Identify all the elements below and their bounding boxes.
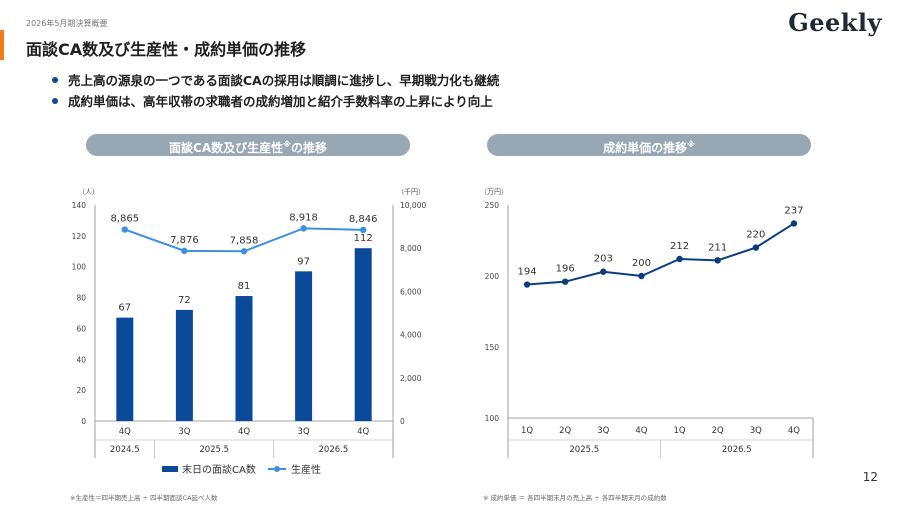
x-category-label: 4Q [119, 427, 131, 437]
x-category-label: 3Q [298, 427, 310, 437]
y-tick-label: 200 [485, 272, 500, 281]
bar-value-label: 72 [178, 295, 191, 306]
left-y-tick-label: 80 [76, 294, 86, 303]
legend-line-marker [274, 466, 280, 472]
ca-count-bar [295, 271, 313, 421]
left-y-tick-label: 40 [76, 355, 86, 364]
bar-value-label: 97 [297, 256, 310, 267]
left-y-tick-label: 0 [81, 417, 86, 426]
line-value-label: 7,876 [170, 235, 199, 246]
page-title: 面談CA数及び生産性・成約単価の推移 [26, 40, 307, 59]
right-y-tick-label: 8,000 [400, 244, 422, 253]
left-y-tick-label: 100 [72, 263, 87, 272]
line-value-label: 8,846 [349, 214, 378, 225]
x-category-label: 1Q [674, 426, 686, 436]
bar-value-label: 67 [118, 303, 131, 314]
right-y-tick-label: 0 [400, 417, 405, 426]
right-chart-title: 成約単価の推移 [603, 141, 688, 155]
right-y-tick-label: 10,000 [400, 201, 426, 210]
right-chart-title-mark: ※ [687, 140, 695, 149]
unit-price-point [638, 272, 645, 280]
productivity-point [121, 226, 128, 233]
left-chart-title: 面談CA数及び生産性 [169, 141, 284, 155]
bar-value-label: 81 [238, 281, 251, 292]
year-group-label: 2025.5 [199, 445, 229, 455]
y-axis-unit: （万円） [480, 188, 508, 196]
line-value-label: 7,858 [230, 235, 259, 246]
unit-price-point [523, 281, 531, 288]
left-footnote: ※生産性＝四半期売上高 ÷ 四半期面談CA延べ人数 [70, 494, 218, 502]
unit-price-value-label: 200 [632, 258, 651, 269]
period-label: 2026年5月期決算概要 [26, 19, 108, 28]
page-number: 12 [862, 470, 878, 484]
unit-price-value-label: 237 [784, 205, 803, 216]
productivity-point [300, 225, 307, 232]
x-category-label: 2Q [712, 426, 724, 436]
x-category-label: 4Q [238, 427, 250, 437]
x-category-label: 1Q [521, 426, 533, 436]
unit-price-value-label: 196 [556, 264, 575, 275]
x-category-label: 4Q [788, 426, 800, 436]
year-group-label: 2026.5 [722, 445, 752, 455]
y-tick-label: 150 [485, 343, 500, 352]
left-axis-unit: （人） [78, 188, 99, 196]
line-value-label: 8,865 [110, 214, 139, 225]
left-y-tick-label: 60 [76, 324, 86, 333]
summary-bullets: 売上高の源泉の一つである面談CAの採用は順調に進捗し、早期戦力化も継続 成約単価… [52, 70, 499, 112]
unit-price-point [561, 278, 569, 285]
left-chart-title-pill: 面談CA数及び生産性※の推移 [86, 134, 410, 156]
unit-price-value-label: 220 [746, 230, 765, 241]
left-chart-title-suffix: の推移 [290, 141, 327, 155]
right-y-tick-label: 6,000 [400, 287, 422, 296]
unit-price-value-label: 203 [594, 254, 613, 265]
productivity-point [181, 247, 188, 255]
left-y-tick-label: 140 [72, 201, 87, 210]
unit-price-point [790, 220, 798, 227]
unit-price-point [676, 255, 683, 263]
legend-line-label: 生産性 [291, 463, 321, 476]
unit-price-value-label: 194 [518, 267, 537, 278]
right-footnote: ※ 成約単価 ＝ 各四半期末月の売上高 ÷ 各四半期末月の成約数 [483, 494, 667, 502]
ca-count-bar [354, 248, 372, 421]
ca-count-bar [175, 309, 193, 421]
productivity-point [240, 248, 248, 255]
right-chart-title-pill: 成約単価の推移※ [487, 134, 811, 156]
x-category-label: 4Q [357, 427, 369, 437]
x-category-label: 4Q [635, 426, 647, 436]
unit-price-point [752, 244, 760, 251]
bar-value-label: 112 [354, 233, 373, 244]
year-group-label: 2026.5 [319, 445, 349, 455]
company-logo: Geekly [788, 8, 882, 37]
unit-price-value-label: 211 [708, 242, 727, 253]
x-category-label: 3Q [597, 426, 609, 436]
y-tick-label: 250 [485, 201, 500, 210]
ca-count-bar [116, 317, 134, 421]
line-value-label: 8,918 [289, 212, 318, 223]
year-group-label: 2024.5 [110, 445, 140, 455]
productivity-point [360, 226, 367, 234]
x-category-label: 3Q [750, 426, 762, 436]
legend-bar-swatch [162, 466, 178, 472]
unit-price-point [714, 257, 721, 264]
legend-bar-label: 末日の面談CA数 [182, 463, 256, 476]
year-group-label: 2025.5 [569, 445, 599, 455]
ca-count-bar [235, 296, 253, 421]
unit-price-line [526, 222, 795, 286]
right-y-tick-label: 4,000 [400, 331, 422, 340]
right-axis-unit: （千円） [397, 187, 425, 196]
x-category-label: 3Q [178, 427, 190, 437]
y-tick-label: 100 [485, 414, 500, 423]
left-chart-title-mark: ※ [283, 140, 291, 149]
bullet-item: 売上高の源泉の一つである面談CAの採用は順調に進捗し、早期戦力化も継続 [52, 70, 499, 91]
right-y-tick-label: 2,000 [400, 374, 422, 383]
unit-price-point [600, 268, 607, 275]
bullet-item: 成約単価は、高年収帯の求職者の成約増加と紹介手数料率の上昇により向上 [52, 91, 499, 112]
left-y-tick-label: 120 [72, 232, 87, 241]
left-y-tick-label: 20 [76, 386, 86, 395]
title-accent-bar [0, 30, 4, 60]
x-category-label: 2Q [559, 426, 571, 436]
unit-price-value-label: 212 [670, 241, 689, 252]
